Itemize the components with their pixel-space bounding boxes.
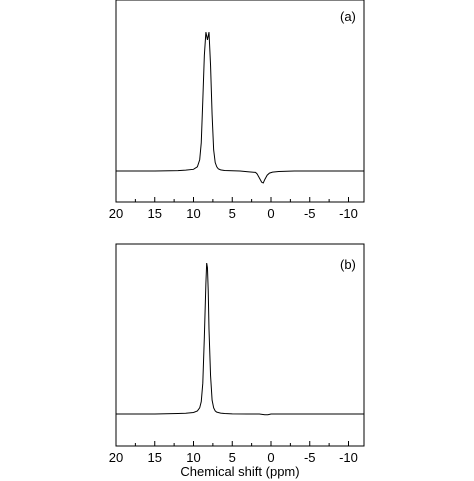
panel-a-x-ticks: 20 15 10 5 0 -5 -10 (109, 197, 358, 221)
x-tick-label: -5 (304, 206, 316, 221)
x-axis-title: Chemical shift (ppm) (180, 464, 299, 479)
x-tick-label: -10 (339, 206, 358, 221)
x-tick-label: -10 (339, 450, 358, 465)
panel-b-spectrum-line (116, 262, 364, 416)
x-tick-label: 5 (229, 450, 236, 465)
panel-b-x-ticks: 20 15 10 5 0 -5 -10 (109, 441, 358, 465)
panel-b-frame (115, 243, 365, 447)
panel-b: (b) 20 15 10 5 0 -5 -10 Chemical shift (ppm) (109, 243, 365, 479)
panel-a-frame (115, 0, 365, 203)
x-tick-label: -5 (304, 450, 316, 465)
x-tick-label: 15 (148, 450, 162, 465)
panel-a-spectrum-line (116, 32, 364, 184)
x-tick-label: 5 (229, 206, 236, 221)
panel-a-label: (a) (340, 9, 356, 24)
x-tick-label: 10 (186, 206, 200, 221)
x-tick-label: 15 (148, 206, 162, 221)
panel-b-label: (b) (340, 257, 356, 272)
x-tick-label: 20 (109, 206, 123, 221)
x-tick-label: 0 (267, 206, 274, 221)
x-tick-label: 10 (186, 450, 200, 465)
x-tick-label: 0 (267, 450, 274, 465)
x-tick-label: 20 (109, 450, 123, 465)
panel-a: (a) 20 15 10 5 0 -5 -10 (109, 0, 365, 221)
